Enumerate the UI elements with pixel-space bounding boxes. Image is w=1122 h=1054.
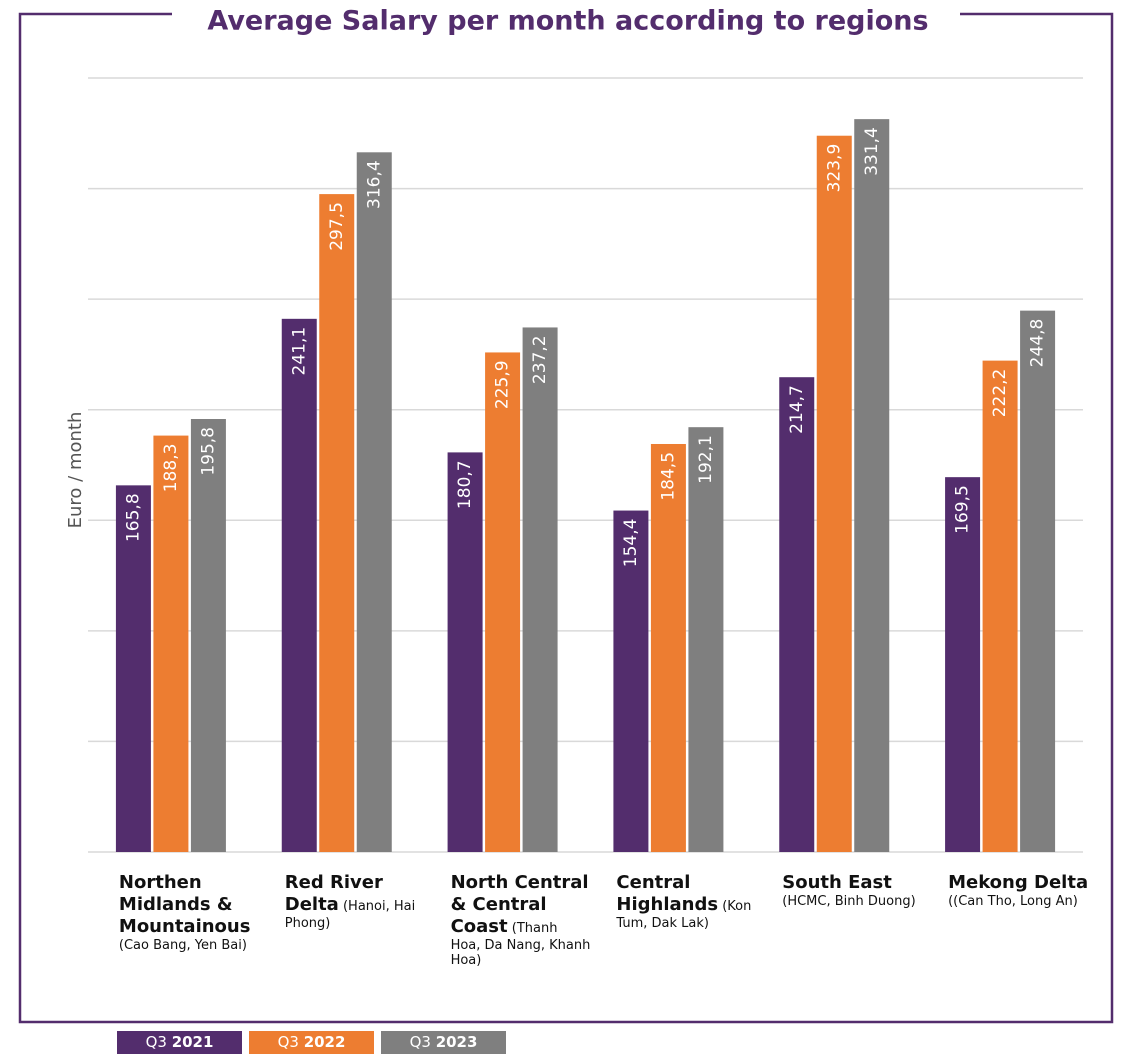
x-tick-label: Mekong Delta ((Can Tho, Long An)	[948, 872, 1088, 909]
value-label: 184,5	[658, 452, 678, 501]
value-label: 165,8	[123, 493, 143, 542]
y-axis-label: Euro / month	[65, 412, 86, 529]
bar	[816, 135, 852, 853]
x-tick-label: Red River Delta (Hanoi, Hai Phong)	[285, 872, 425, 931]
category-note: (Thanh Hoa, Da Nang, Khanh Hoa)	[450, 921, 591, 968]
legend-entry: Q3 2023	[381, 1031, 506, 1054]
value-label: 169,5	[953, 485, 973, 534]
category-name: Central Highlands	[616, 872, 719, 915]
chart-title: Average Salary per month according to re…	[207, 6, 928, 37]
value-label: 323,9	[824, 144, 844, 193]
bar	[650, 443, 686, 852]
value-label: 225,9	[493, 360, 513, 409]
category-name: Mekong Delta	[948, 872, 1089, 893]
bar	[356, 152, 392, 852]
title-bg	[172, 2, 960, 32]
bar	[613, 510, 649, 852]
category-note: (Kon Tum, Dak Lak)	[616, 899, 752, 931]
bar	[779, 377, 815, 852]
category-name: Red River Delta	[284, 872, 383, 915]
value-label: 192,1	[696, 435, 716, 484]
bar	[485, 352, 521, 852]
bar	[982, 360, 1018, 852]
category-note: (Cao Bang, Yen Bai)	[118, 938, 247, 953]
value-label: 237,2	[530, 335, 550, 384]
bar	[190, 419, 226, 852]
value-label: 297,5	[327, 202, 347, 251]
bar	[153, 435, 189, 852]
category-name: South East	[782, 872, 892, 893]
legend-entry: Q3 2022	[249, 1031, 374, 1054]
value-label: 222,2	[990, 369, 1010, 418]
legend-entry: Q3 2021	[117, 1031, 242, 1054]
value-label: 244,8	[1028, 319, 1048, 368]
bar	[115, 485, 151, 852]
bar	[319, 194, 355, 853]
bar	[522, 327, 558, 852]
value-label: 214,7	[787, 385, 807, 434]
value-label: 195,8	[198, 427, 218, 476]
bar	[945, 477, 981, 852]
category-name: North Central & Central Coast	[450, 872, 589, 937]
x-tick-label: North Central & Central Coast (Thanh Hoa…	[451, 872, 591, 968]
x-tick-label: Central Highlands (Kon Tum, Dak Lak)	[616, 872, 756, 931]
value-label: 316,4	[364, 160, 384, 209]
bar	[854, 119, 890, 852]
value-label: 241,1	[289, 327, 309, 376]
bar	[688, 427, 724, 852]
bar	[1020, 310, 1056, 852]
x-tick-label: Northen Midlands & Mountainous (Cao Bang…	[119, 872, 259, 953]
x-tick-label: South East (HCMC, Binh Duong)	[782, 872, 922, 909]
value-label: 180,7	[455, 460, 475, 509]
bar	[281, 318, 317, 852]
category-name: Northen Midlands & Mountainous	[118, 872, 251, 937]
category-note: (HCMC, Binh Duong)	[782, 894, 916, 909]
category-note: ((Can Tho, Long An)	[948, 894, 1078, 909]
value-label: 154,4	[621, 519, 641, 568]
bar	[447, 452, 483, 852]
value-label: 188,3	[161, 444, 181, 493]
value-label: 331,4	[862, 127, 882, 176]
category-note: (Hanoi, Hai Phong)	[284, 899, 416, 931]
